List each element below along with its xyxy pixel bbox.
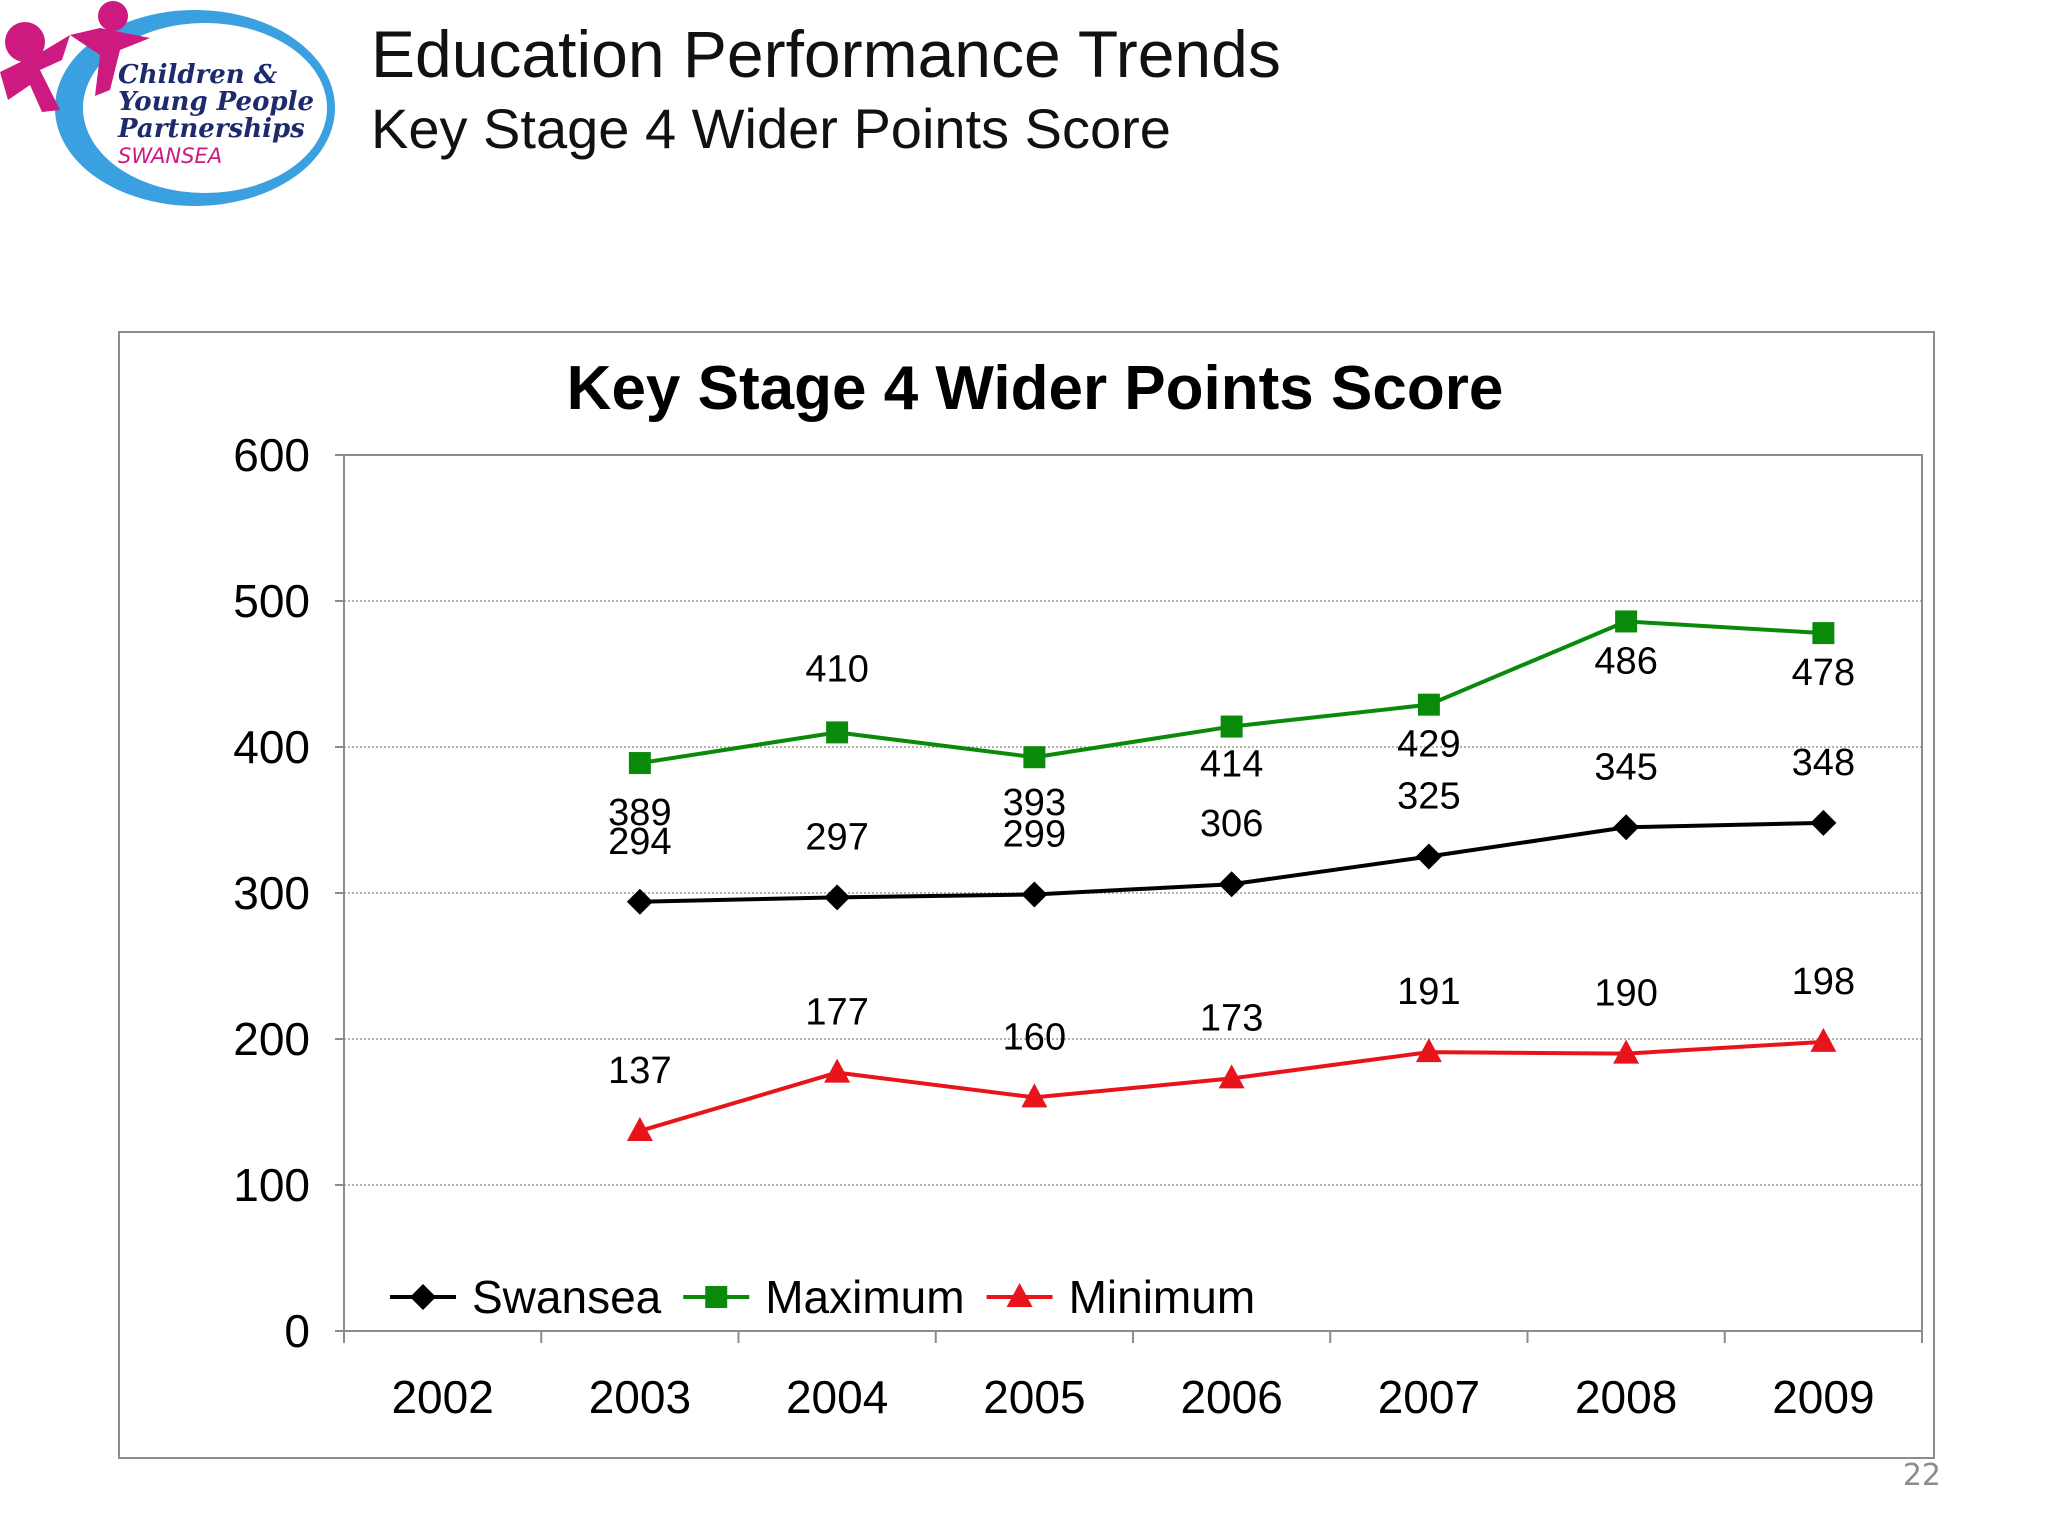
legend: Swansea Maximum Minimum — [390, 1271, 1255, 1323]
x-tick-label-2002: 2002 — [391, 1371, 493, 1423]
y-tick-label-400: 400 — [233, 721, 310, 773]
chart-frame — [118, 331, 1935, 1459]
slide-subtitle: Key Stage 4 Wider Points Score — [371, 97, 1171, 160]
data-label-maximum-2004: 410 — [805, 648, 868, 690]
data-label-maximum-2007: 429 — [1397, 724, 1460, 766]
legend-marker-minimum — [1006, 1283, 1033, 1307]
legend-label-swansea: Swansea — [472, 1271, 662, 1323]
slide-title: Education Performance Trends — [371, 17, 1281, 91]
y-tick-label-100: 100 — [233, 1159, 310, 1211]
point-maximum-2009 — [1812, 622, 1835, 645]
data-label-minimum-2007: 191 — [1397, 971, 1460, 1013]
point-minimum-2006 — [1218, 1064, 1245, 1089]
point-swansea-2003 — [626, 888, 653, 915]
chart-title: Key Stage 4 Wider Points Score — [567, 354, 1504, 423]
y-tick-label-500: 500 — [233, 575, 310, 627]
x-tick-label-2009: 2009 — [1772, 1371, 1874, 1423]
point-swansea-2005 — [1021, 881, 1048, 908]
data-label-swansea-2006: 306 — [1200, 803, 1263, 845]
logo-figure-head-left — [5, 22, 45, 62]
point-maximum-2003 — [628, 752, 651, 775]
point-swansea-2008 — [1613, 814, 1640, 841]
point-swansea-2004 — [824, 884, 851, 911]
logo-white-oval — [83, 23, 327, 193]
x-tick-label-2006: 2006 — [1180, 1371, 1282, 1423]
point-maximum-2004 — [826, 721, 849, 744]
point-swansea-2006 — [1218, 871, 1245, 898]
point-minimum-2009 — [1810, 1027, 1837, 1052]
data-label-minimum-2004: 177 — [805, 992, 868, 1034]
legend-label-minimum: Minimum — [1069, 1271, 1256, 1323]
data-label-minimum-2006: 173 — [1200, 997, 1263, 1039]
gridlines — [344, 600, 1922, 1186]
line-chart: 0 100 200 300 400 500 600 2002 2003 2004 2005 2006 2… — [233, 354, 1923, 1423]
x-tick-label-2007: 2007 — [1378, 1371, 1480, 1423]
children-young-people-partnerships-logo: Children & Young People Partnerships SWA… — [0, 1, 335, 206]
x-tick-label-2005: 2005 — [983, 1371, 1085, 1423]
data-label-minimum-2005: 160 — [1003, 1016, 1066, 1058]
series-layer — [626, 610, 1837, 1141]
point-minimum-2004 — [824, 1058, 851, 1083]
legend-label-maximum: Maximum — [765, 1271, 964, 1323]
data-label-maximum-2005: 393 — [1003, 782, 1066, 824]
point-minimum-2008 — [1613, 1039, 1640, 1064]
page-number: 22 — [1902, 1458, 1941, 1493]
data-label-swansea-2003: 294 — [608, 821, 671, 863]
x-tick-label-2003: 2003 — [589, 1371, 691, 1423]
data-labels: 294 297 299 306 325 345 348 389 410 393 414 429 486 4… — [608, 640, 1855, 1092]
axes: 0 100 200 300 400 500 600 2002 2003 2004 2005 2006 2… — [233, 429, 1923, 1423]
logo-text-line1: Children & — [118, 60, 278, 90]
data-label-minimum-2008: 190 — [1594, 973, 1657, 1015]
logo-figure-head-right — [98, 1, 128, 31]
logo-text-line4: SWANSEA — [118, 144, 222, 168]
data-label-maximum-2009: 478 — [1792, 652, 1855, 694]
point-maximum-2005 — [1023, 746, 1046, 769]
legend-marker-maximum — [705, 1286, 728, 1308]
logo-text-line3: Partnerships — [117, 114, 305, 144]
y-tick-label-300: 300 — [233, 867, 310, 919]
point-swansea-2009 — [1810, 809, 1837, 836]
legend-marker-swansea — [410, 1284, 436, 1310]
y-tick-label-600: 600 — [233, 429, 310, 481]
data-label-swansea-2007: 325 — [1397, 776, 1460, 818]
data-label-swansea-2009: 348 — [1792, 742, 1855, 784]
point-maximum-2008 — [1615, 610, 1638, 633]
point-minimum-2003 — [626, 1116, 653, 1141]
point-swansea-2007 — [1415, 843, 1442, 870]
data-label-swansea-2005: 299 — [1003, 813, 1066, 855]
x-tick-label-2008: 2008 — [1575, 1371, 1677, 1423]
data-label-swansea-2004: 297 — [805, 816, 868, 858]
logo-text-line2: Young People — [118, 87, 314, 117]
x-tick-label-2004: 2004 — [786, 1371, 888, 1423]
logo-figure-body-right — [70, 28, 150, 96]
point-minimum-2007 — [1415, 1038, 1442, 1063]
point-maximum-2007 — [1417, 693, 1440, 716]
data-label-minimum-2009: 198 — [1792, 961, 1855, 1003]
data-label-minimum-2003: 137 — [608, 1050, 671, 1092]
y-tick-label-200: 200 — [233, 1013, 310, 1065]
data-label-swansea-2008: 345 — [1594, 746, 1657, 788]
point-minimum-2005 — [1021, 1083, 1048, 1108]
point-maximum-2006 — [1220, 715, 1243, 738]
logo-figure-body-left — [0, 35, 70, 112]
data-label-maximum-2003: 389 — [608, 792, 671, 834]
y-tick-label-0: 0 — [284, 1305, 310, 1357]
data-label-maximum-2006: 414 — [1200, 744, 1263, 786]
data-label-maximum-2008: 486 — [1594, 640, 1657, 682]
